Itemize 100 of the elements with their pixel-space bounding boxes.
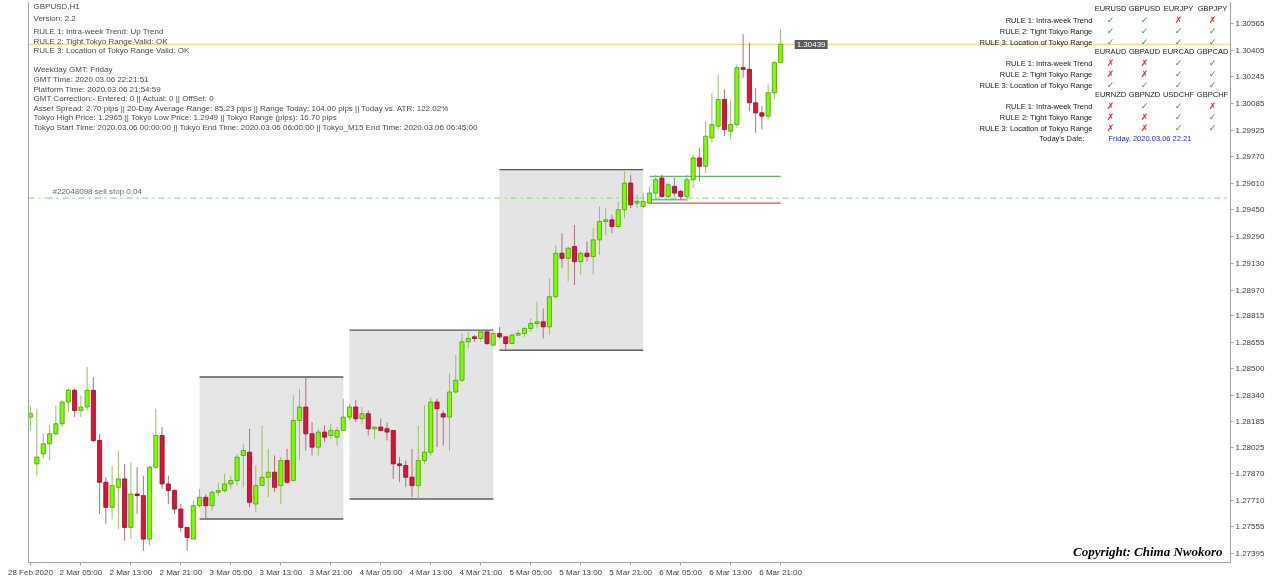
annotation: ✓	[1174, 37, 1183, 47]
ref-line-label: #22048098 sell stop 0.04	[52, 187, 143, 197]
x-tick-label: 3 Mar 21:00	[309, 567, 353, 577]
y-tick-label: 1.28340	[1235, 390, 1265, 400]
x-tick-label: 2 Mar 05:00	[59, 567, 103, 577]
y-tick-label: 1.29130	[1235, 258, 1265, 268]
annotation: Tokyo Start Time: 2020.03.06 00:00:00 || Tokyo End Time: 2020.03.06 06:00:00 || Tokyo_M15 End Time: 2020.03.06 06:45:00	[33, 123, 478, 132]
annotation: ✓	[1208, 69, 1217, 79]
annotation: ✗	[1140, 123, 1149, 133]
annotation: ✗	[1140, 69, 1149, 79]
candlestick	[565, 246, 571, 283]
y-tick-label: 1.28970	[1235, 285, 1265, 295]
annotation: ✓	[1174, 26, 1183, 36]
y-tick-label: 1.27870	[1235, 469, 1265, 479]
candlestick	[628, 174, 634, 209]
candlestick	[284, 448, 290, 485]
y-tick-label: 1.28500	[1235, 364, 1265, 374]
annotation: GMT Correction:- Entered: 0 || Actual: 0 || OffSet: 0	[33, 94, 215, 104]
text: GBPUSD,H1	[33, 2, 81, 11]
candlestick	[434, 398, 440, 448]
ref-line-label: 1.30439	[796, 39, 827, 49]
candlestick	[34, 408, 40, 477]
candlestick	[584, 241, 590, 263]
annotation: ✓	[1208, 123, 1217, 133]
annotation: ✓	[1208, 58, 1217, 68]
annotation: RULE 3: Location of Tokyo Range Valid: OK	[33, 46, 190, 56]
annotation: ✓	[1174, 58, 1183, 68]
candlestick	[353, 399, 359, 423]
x-tick-label: 3 Mar 13:00	[259, 567, 303, 577]
annotation: ✓	[1140, 37, 1149, 47]
annotation: ✗	[1140, 58, 1149, 68]
y-tick-label: 1.27395	[1235, 548, 1265, 558]
annotation: Tokyo High Price: 1.2965 || Tokyo Low Price: 1.2949 || Tokyo Range (pips): 16.70 pips	[33, 113, 337, 123]
annotation: RULE 1: Intra-week Trend: Up Trend	[33, 27, 164, 36]
candlestick	[609, 214, 615, 234]
annotation: ✗	[1174, 15, 1183, 25]
annotation: ✓	[1106, 80, 1115, 90]
annotation: ✓	[1208, 26, 1217, 36]
candlestick	[28, 404, 33, 431]
annotation: ✓	[1208, 80, 1217, 90]
y-tick-label: 1.27555	[1235, 522, 1265, 532]
annotation: ✓	[1106, 37, 1115, 47]
candlestick	[559, 232, 565, 269]
annotation: ✗	[1106, 101, 1115, 111]
y-tick-label: 1.30085	[1235, 99, 1265, 109]
candlestick	[759, 105, 765, 131]
annotation: ✓	[1140, 80, 1149, 90]
candlestick	[203, 493, 209, 520]
annotation: Version: 2.2	[33, 14, 77, 23]
annotation: ✗	[1140, 112, 1149, 122]
annotation: ✓	[1174, 69, 1183, 79]
annotation: RULE 2: Tight Tokyo Range Valid: OK	[33, 36, 169, 46]
candlestick	[315, 428, 321, 457]
y-tick-label: 1.27710	[1235, 496, 1265, 506]
annotation: ✓	[1106, 15, 1115, 25]
annotation: ✗	[1106, 123, 1115, 133]
annotation: ✓	[1106, 26, 1115, 36]
candlestick	[696, 147, 702, 182]
candlestick	[272, 455, 278, 493]
y-tick-label: 1.29925	[1235, 125, 1265, 135]
y-tick-label: 1.29610	[1235, 178, 1265, 188]
y-tick-label: 1.30245	[1235, 72, 1265, 82]
annotation: Weekday GMT: Friday	[33, 65, 113, 75]
annotation: ✗	[1106, 69, 1115, 79]
y-tick-label: 1.28815	[1235, 311, 1265, 321]
x-tick-label: 5 Mar 21:00	[609, 567, 653, 577]
annotation: ✓	[1174, 80, 1183, 90]
annotation: ✓	[1174, 101, 1183, 111]
annotation: Asset Spread: 2.70 pips || 20-Day Average Range: 85.23 pips || Range Today: 104.00 pips || Today vs. ATR: 122.02%	[33, 103, 449, 113]
annotation: Copyright: Chima Nwokoro	[1072, 543, 1223, 559]
y-tick-label: 1.30565	[1235, 18, 1265, 28]
x-tick-label: 4 Mar 13:00	[409, 567, 453, 577]
annotation: ✓	[1208, 112, 1217, 122]
annotation: Platform Time: 2020.03.06 21:54:59	[33, 84, 162, 94]
annotation: ✓	[1174, 123, 1183, 133]
y-tick-label: 1.29450	[1235, 205, 1265, 215]
annotation: GMT Time: 2020.03.06 22:21:51	[33, 75, 150, 84]
candlestick	[359, 406, 365, 425]
x-tick-label: 4 Mar 05:00	[359, 567, 403, 577]
x-tick-label: 3 Mar 05:00	[209, 567, 253, 577]
candlestick	[572, 224, 577, 286]
candlestick	[440, 409, 446, 446]
annotation: ✗	[1208, 15, 1217, 25]
candlestick	[578, 251, 584, 276]
annotation: ✗	[1208, 101, 1217, 111]
y-tick-label: 1.29770	[1235, 151, 1265, 161]
candlestick	[659, 174, 665, 199]
y-tick-label: 1.28185	[1235, 416, 1265, 426]
y-tick-label: 1.29290	[1235, 232, 1265, 242]
annotation: ✓	[1174, 112, 1183, 122]
x-tick-label: 6 Mar 13:00	[709, 567, 753, 577]
annotation: ✓	[1140, 15, 1149, 25]
candlestick	[240, 443, 246, 488]
x-tick-label: 28 Feb 2020	[7, 567, 54, 577]
annotation: ✓	[1140, 101, 1149, 111]
x-tick-label: 5 Mar 05:00	[509, 567, 553, 577]
candlestick	[72, 388, 78, 418]
annotation: ✓	[1140, 26, 1149, 36]
candlestick	[540, 307, 546, 339]
annotation: ✓	[1208, 37, 1217, 47]
